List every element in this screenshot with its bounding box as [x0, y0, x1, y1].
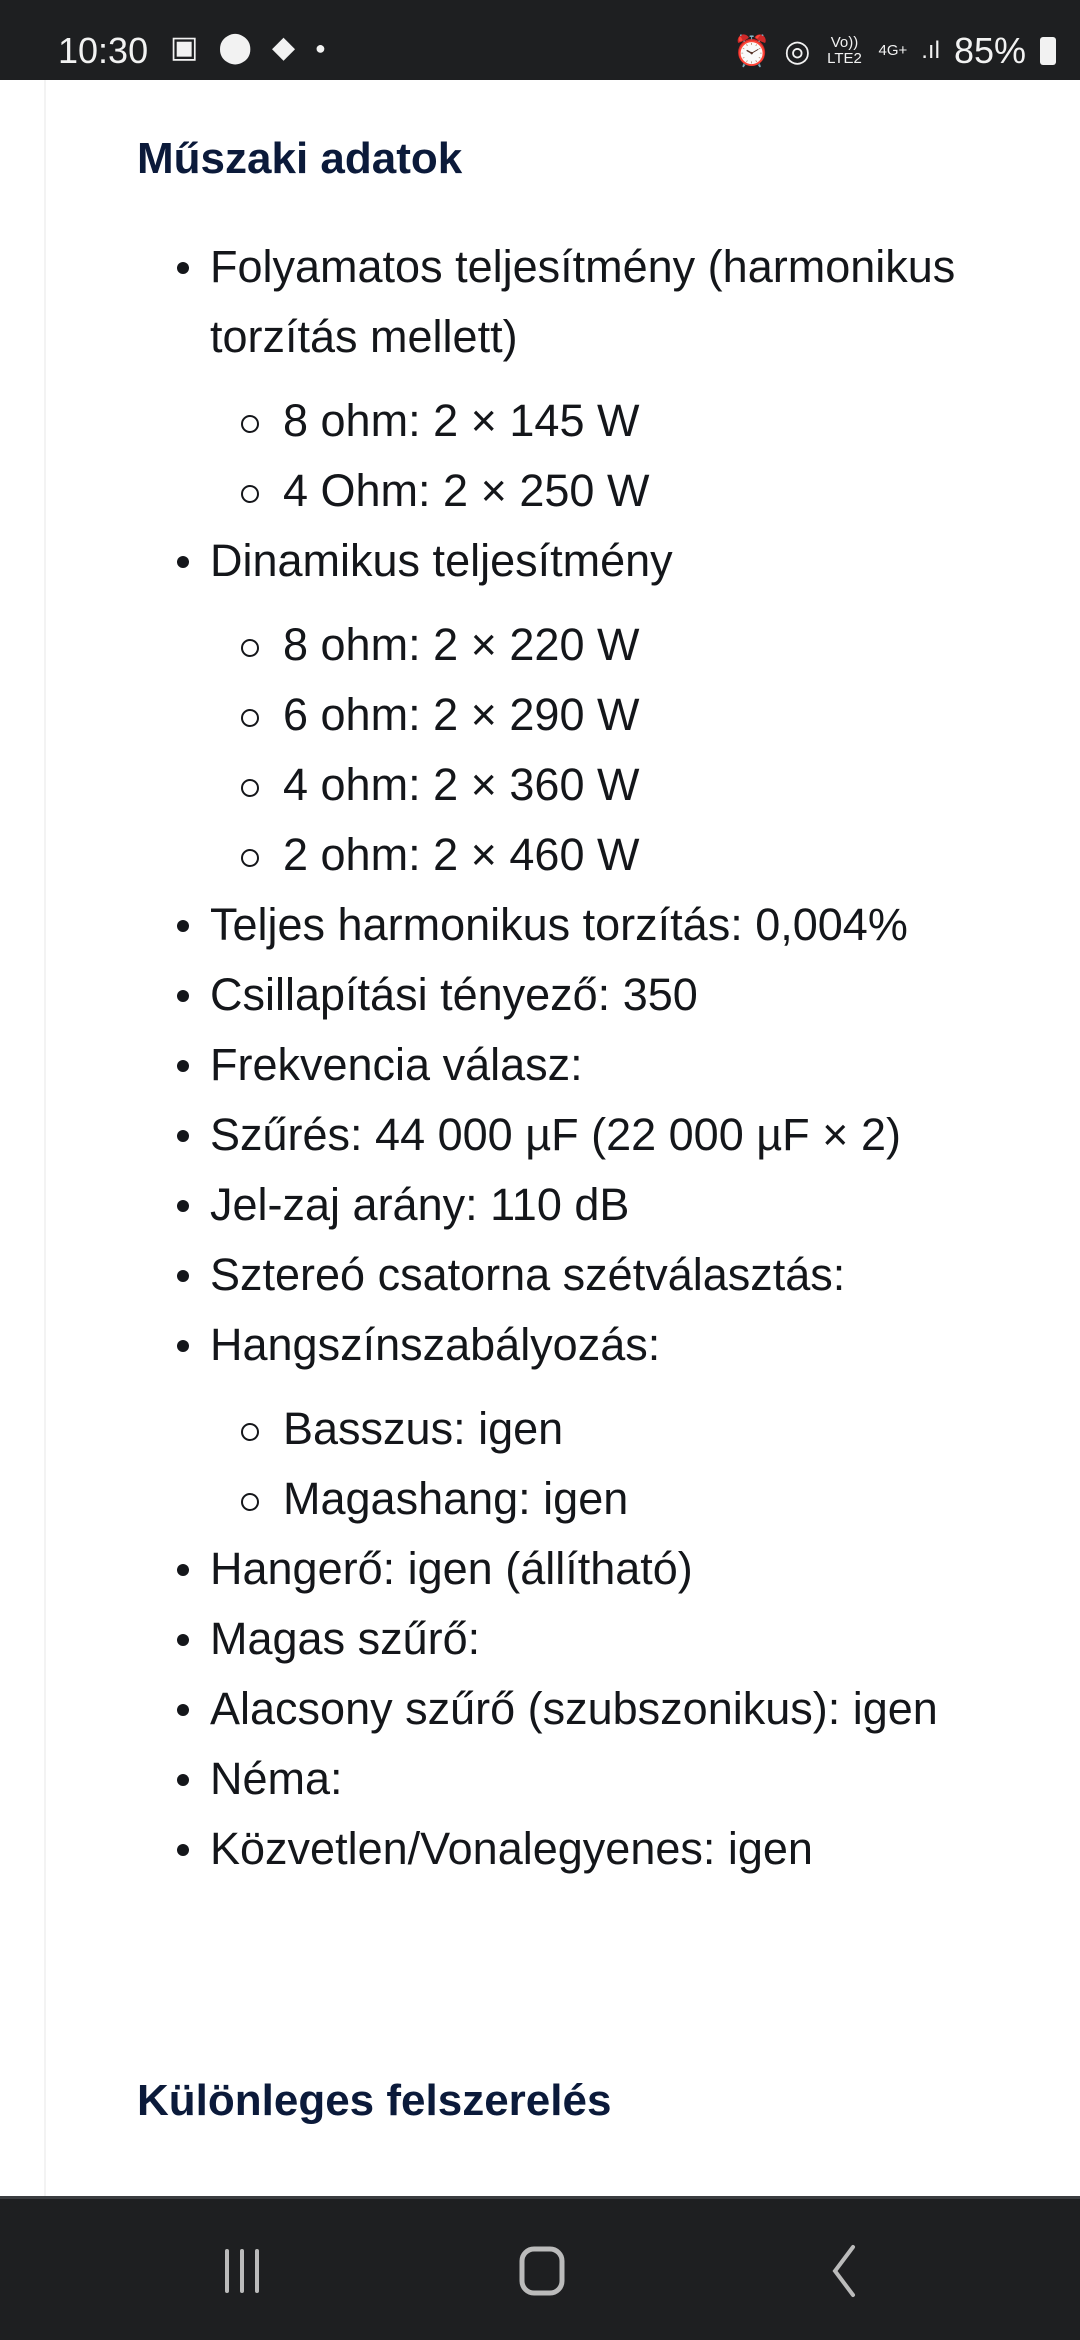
- spec-item: Jel-zaj arány: 110 dB: [137, 1170, 1017, 1240]
- recents-icon: [225, 2249, 259, 2293]
- page-content[interactable]: Műszaki adatok Folyamatos teljesítmény (…: [0, 80, 1080, 2196]
- spec-item: Frekvencia válasz:: [137, 1030, 1017, 1100]
- navigation-bar: [0, 2196, 1080, 2340]
- spec-item: Szűrés: 44 000 µF (22 000 µF × 2): [137, 1100, 1017, 1170]
- section-title-technical-data: Műszaki adatok: [137, 134, 463, 183]
- spec-text: Csillapítási tényező: 350: [210, 969, 698, 1020]
- spec-item: Folyamatos teljesítmény (harmonikus torz…: [137, 232, 1017, 526]
- spec-subitem: 8 ohm: 2 × 145 W: [210, 386, 1017, 456]
- spec-item: Néma:: [137, 1744, 1017, 1814]
- spec-subitem: 4 Ohm: 2 × 250 W: [210, 456, 1017, 526]
- spec-subitem: Magashang: igen: [210, 1464, 1017, 1534]
- spec-item: Hangszínszabályozás: Basszus: igen Magasha…: [137, 1310, 1017, 1534]
- spec-text: Hangerő: igen (állítható): [210, 1543, 693, 1594]
- spec-text: Alacsony szűrő (szubszonikus): igen: [210, 1683, 938, 1734]
- spec-item: Közvetlen/Vonalegyenes: igen: [137, 1814, 1017, 1884]
- spec-subitem: 2 ohm: 2 × 460 W: [210, 820, 1017, 890]
- recents-button[interactable]: [212, 2243, 272, 2299]
- spec-item: Csillapítási tényező: 350: [137, 960, 1017, 1030]
- section-title-special-equipment: Különleges felszerelés: [137, 2076, 612, 2125]
- battery-icon: [1040, 37, 1056, 65]
- signal-icon: .ıl: [921, 37, 940, 64]
- battery-percent: 85%: [953, 30, 1026, 71]
- content-border: [44, 80, 46, 2196]
- spec-text: Hangszínszabályozás:: [210, 1319, 661, 1370]
- hotspot-icon: ◎: [784, 34, 811, 68]
- spec-text: Jel-zaj arány: 110 dB: [210, 1179, 630, 1230]
- gallery-icon: ▣: [170, 31, 199, 64]
- spec-item: Hangerő: igen (állítható): [137, 1534, 1017, 1604]
- spec-text: Folyamatos teljesítmény (harmonikus torz…: [210, 241, 956, 362]
- spec-text: Szűrés: 44 000 µF (22 000 µF × 2): [210, 1109, 901, 1160]
- spec-item: Magas szűrő:: [137, 1604, 1017, 1674]
- location-icon: ⬤: [218, 31, 252, 64]
- status-bar: 10:30 ▣ ⬤ ◆ ● ⏰ ◎ Vo)) LTE2 4G+ .ıl 85%: [0, 0, 1080, 80]
- spec-text: Magas szűrő:: [210, 1613, 481, 1664]
- volte-indicator: Vo)) LTE2: [827, 34, 862, 67]
- spec-subitem: 8 ohm: 2 × 220 W: [210, 610, 1017, 680]
- home-button[interactable]: [512, 2243, 572, 2299]
- spec-subitem: Basszus: igen: [210, 1394, 1017, 1464]
- spec-subitem: 4 ohm: 2 × 360 W: [210, 750, 1017, 820]
- spec-text: Dinamikus teljesítmény: [210, 535, 673, 586]
- back-icon: [832, 2245, 855, 2297]
- spec-text: Teljes harmonikus torzítás: 0,004%: [210, 899, 908, 950]
- spec-subitem: 6 ohm: 2 × 290 W: [210, 680, 1017, 750]
- spec-item: Teljes harmonikus torzítás: 0,004%: [137, 890, 1017, 960]
- navigation-icon: ◆: [271, 31, 296, 64]
- alarm-icon: ⏰: [732, 34, 771, 68]
- spec-text: Közvetlen/Vonalegyenes: igen: [210, 1823, 813, 1874]
- network-type: 4G+: [878, 42, 908, 59]
- spec-text: Frekvencia válasz:: [210, 1039, 583, 1090]
- spec-text: Néma:: [210, 1753, 343, 1804]
- spec-list: Folyamatos teljesítmény (harmonikus torz…: [137, 232, 1017, 1884]
- spec-item: Sztereó csatorna szétválasztás:: [137, 1240, 1017, 1310]
- dot-icon: ●: [315, 38, 326, 58]
- spec-text: Sztereó csatorna szétválasztás:: [210, 1249, 846, 1300]
- home-icon: [519, 2246, 565, 2296]
- spec-item: Alacsony szűrő (szubszonikus): igen: [137, 1674, 1017, 1744]
- spec-sublist: Basszus: igen Magashang: igen: [210, 1394, 1017, 1534]
- back-button[interactable]: [816, 2243, 876, 2299]
- clock: 10:30: [58, 30, 149, 71]
